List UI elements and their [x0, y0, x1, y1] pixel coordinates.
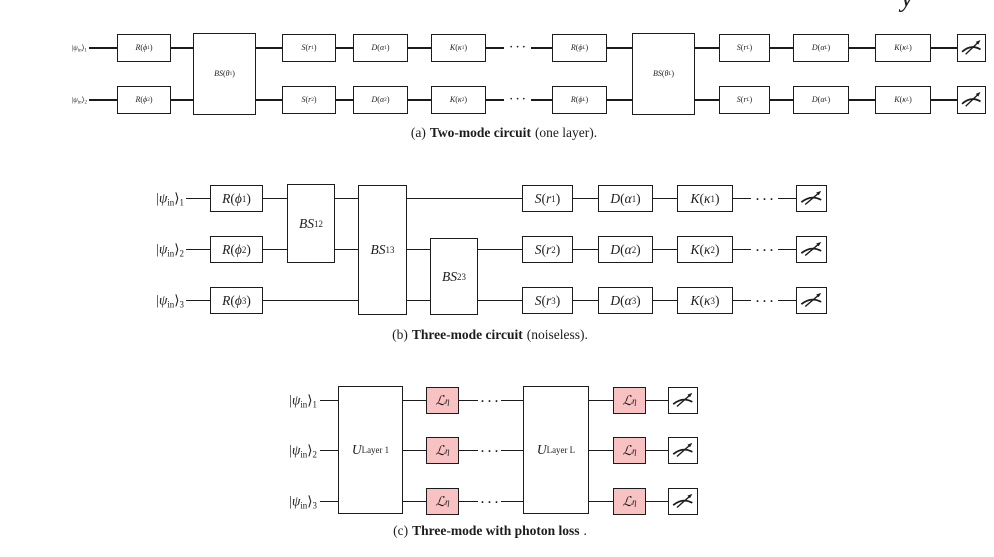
rotation-gate-phi-L-wire-1: R(ϕ L) [552, 34, 607, 62]
displacement-gate-alpha-2: D(α 2) [353, 86, 408, 114]
wire-ellipsis-2: ··· [504, 95, 531, 105]
rotation-gate-phi-2: R(ϕ 2) [210, 236, 263, 263]
beamsplitter-gate-12: BS 12 [287, 184, 335, 263]
displacement-gate-alpha-2: D(α 2) [598, 236, 653, 263]
displacement-gate-alpha-3: D(α 3) [598, 287, 653, 314]
displacement-gate-alpha-L-wire-1: D(α L) [793, 34, 849, 62]
displacement-gate-alpha-1: D(α 1) [353, 34, 408, 62]
meter-icon [672, 493, 693, 509]
meter-icon [800, 190, 822, 206]
input-state-label: |ψin⟩2 [289, 442, 317, 460]
input-state-label: |ψin⟩2 [71, 94, 87, 106]
measurement-meter-wire-3 [796, 287, 827, 314]
input-state-label: |ψin⟩3 [156, 292, 184, 310]
caption-b: (b) Three-mode circuit (noiseless). [190, 327, 790, 343]
wire [186, 248, 796, 251]
caption-a-title: Two-mode circuit [429, 125, 531, 140]
measurement-meter-wire-3 [668, 488, 698, 515]
meter-icon [672, 392, 693, 408]
wire [186, 299, 796, 302]
unitary-layer-L: U Layer L [523, 386, 589, 514]
rotation-gate-phi-3: R(ϕ 3) [210, 287, 263, 314]
caption-c: (c) Three-mode with photon loss. [190, 523, 790, 539]
displacement-gate-alpha-L-wire-2: D(α L) [793, 86, 849, 114]
input-state-label: |ψin⟩1 [71, 42, 87, 54]
meter-icon [800, 292, 822, 308]
wire-ellipsis-1: ··· [478, 395, 501, 407]
wire-ellipsis-1: ··· [504, 43, 531, 53]
squeezing-gate-r-2: S(r 2) [282, 86, 336, 114]
rotation-gate-phi-1: R(ϕ 1) [210, 185, 263, 212]
squeezing-gate-r-3: S(r 3) [522, 287, 573, 314]
wire [186, 197, 796, 200]
meter-icon [672, 442, 693, 458]
displacement-gate-alpha-1: D(α 1) [598, 185, 653, 212]
beamsplitter-gate-13: BS 13 [358, 185, 407, 315]
caption-c-title: Three-mode with photon loss [412, 523, 580, 538]
wire-ellipsis-1: ··· [751, 193, 778, 205]
beamsplitter-gate-theta-1: BS(θ 1) [193, 33, 256, 115]
input-state-label: |ψin⟩1 [156, 190, 184, 208]
rotation-gate-phi-L-wire-2: R(ϕ L) [552, 86, 607, 114]
beamsplitter-gate-23: BS 23 [430, 238, 478, 315]
input-state-label: |ψin⟩3 [289, 493, 317, 511]
meter-icon [961, 40, 981, 55]
kerr-gate-kappa-2: K(κ 2) [677, 236, 733, 263]
measurement-meter-wire-1 [957, 34, 986, 62]
measurement-meter-wire-1 [668, 387, 698, 414]
kerr-gate-kappa-L-wire-1: K(κ L) [875, 34, 931, 62]
kerr-gate-kappa-3: K(κ 3) [677, 287, 733, 314]
rotation-gate-phi-2: R(ϕ 2) [117, 86, 171, 114]
meter-icon [961, 92, 981, 107]
squeezing-gate-r-2: S(r 2) [522, 236, 573, 263]
kerr-gate-kappa-L-wire-2: K(κ L) [875, 86, 931, 114]
wire-ellipsis-3: ··· [751, 295, 778, 307]
caption-c-index: (c) [393, 523, 409, 538]
squeezing-gate-r-1: S(r 1) [282, 34, 336, 62]
measurement-meter-wire-2 [668, 437, 698, 464]
caption-b-index: (b) [392, 327, 408, 342]
caption-c-rest: . [583, 523, 587, 538]
measurement-meter-wire-1 [796, 185, 827, 212]
input-state-label: |ψin⟩1 [289, 392, 317, 410]
caption-b-rest: (noiseless). [526, 327, 588, 342]
squeezing-gate-r-1: S(r 1) [522, 185, 573, 212]
measurement-meter-wire-2 [796, 236, 827, 263]
meter-icon [800, 241, 822, 257]
caption-b-title: Three-mode circuit [411, 327, 523, 342]
caption-a: (a) Two-mode circuit (one layer). [204, 125, 804, 141]
squeezing-gate-r-L-wire-2: S(r L) [719, 86, 770, 114]
kerr-gate-kappa-1: K(κ 1) [677, 185, 733, 212]
input-state-label: |ψin⟩2 [156, 241, 184, 259]
wire-ellipsis-3: ··· [478, 496, 501, 508]
wire-ellipsis-2: ··· [478, 445, 501, 457]
beamsplitter-gate-theta-L: BS(θ L) [632, 33, 695, 115]
unitary-layer-1: U Layer 1 [338, 386, 403, 514]
squeezing-gate-r-L-wire-1: S(r L) [719, 34, 770, 62]
kerr-gate-kappa-1: K(κ 1) [431, 34, 486, 62]
caption-a-index: (a) [410, 125, 426, 140]
rotation-gate-phi-1: R(ϕ 1) [117, 34, 171, 62]
measurement-meter-wire-2 [957, 86, 986, 114]
kerr-gate-kappa-2: K(κ 2) [431, 86, 486, 114]
caption-a-rest: (one layer). [534, 125, 598, 140]
wire-ellipsis-2: ··· [751, 244, 778, 256]
page-edge-text-fragment: y [901, 0, 913, 11]
